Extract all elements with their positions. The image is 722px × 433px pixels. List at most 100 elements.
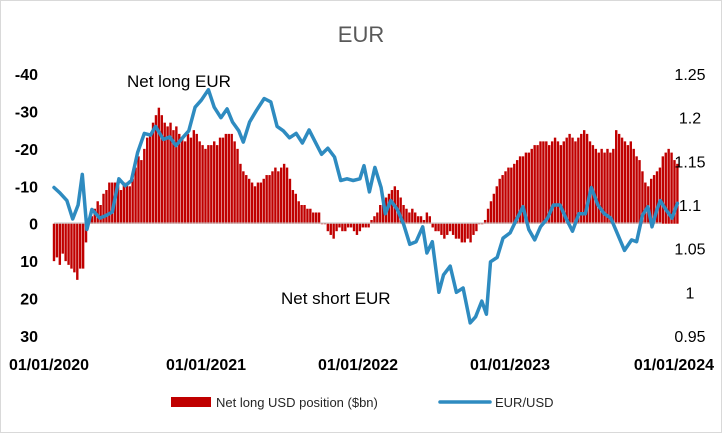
bar-53 — [207, 145, 210, 224]
bar-136 — [448, 223, 452, 232]
bar-154 — [501, 175, 504, 224]
left-tick-label: -40 — [15, 67, 38, 84]
bar-153 — [498, 178, 501, 224]
bar-80 — [285, 167, 289, 224]
right-tick-label: 1.05 — [674, 242, 705, 259]
bar-18 — [105, 190, 108, 224]
legend-line-label: EUR/USD — [495, 395, 554, 410]
bar-197 — [626, 145, 630, 224]
legend-bar-swatch — [171, 397, 211, 407]
bar-124 — [414, 212, 417, 224]
bar-146 — [478, 223, 481, 225]
bar-40 — [169, 122, 172, 224]
bar-38 — [163, 122, 166, 224]
bar-89 — [312, 212, 315, 224]
bar-173 — [556, 141, 560, 224]
bar-0 — [52, 223, 56, 262]
bar-185 — [591, 145, 595, 224]
bar-83 — [294, 193, 297, 224]
bar-199 — [632, 148, 635, 224]
bar-67 — [247, 178, 251, 224]
bar-100 — [344, 223, 347, 232]
bar-182 — [582, 130, 586, 224]
bar-188 — [600, 148, 603, 224]
bar-155 — [504, 171, 507, 224]
bar-135 — [446, 223, 449, 235]
x-tick-label: 01/01/2020 — [9, 357, 89, 374]
bar-163 — [527, 152, 531, 224]
bar-203 — [644, 182, 647, 224]
bar-205 — [649, 178, 653, 224]
bar-70 — [256, 182, 260, 224]
bar-66 — [245, 175, 248, 224]
bar-130 — [431, 223, 434, 228]
bar-202 — [641, 171, 644, 224]
bar-186 — [594, 148, 598, 224]
bar-158 — [513, 163, 516, 224]
bar-26 — [128, 186, 131, 224]
bar-120 — [402, 205, 405, 224]
bar-58 — [221, 137, 225, 224]
eurusd-line — [52, 87, 680, 325]
bar-105 — [358, 223, 362, 232]
bar-90 — [314, 212, 318, 224]
chart-title: EUR — [338, 22, 384, 47]
bar-78 — [280, 167, 283, 224]
bar-144 — [472, 223, 475, 235]
bar-149 — [486, 208, 490, 224]
left-tick-label: 0 — [29, 217, 38, 234]
bar-15 — [96, 201, 99, 224]
bar-74 — [268, 175, 271, 224]
bar-22 — [116, 186, 120, 224]
bar-51 — [201, 145, 204, 224]
bar-61 — [230, 133, 233, 224]
bar-164 — [530, 148, 533, 224]
bar-193 — [615, 130, 618, 224]
bar-7 — [73, 223, 76, 273]
bar-55 — [213, 141, 216, 224]
right-tick-label: 0.95 — [674, 329, 705, 346]
bar-94 — [326, 223, 330, 232]
bar-134 — [443, 223, 446, 239]
bar-series — [52, 107, 679, 280]
bar-3 — [61, 223, 64, 254]
bar-111 — [376, 212, 379, 224]
bar-176 — [565, 137, 568, 224]
bar-142 — [466, 223, 469, 239]
bar-10 — [81, 223, 85, 269]
bar-104 — [355, 223, 359, 235]
bar-119 — [399, 197, 402, 224]
bar-138 — [454, 223, 458, 239]
bar-113 — [381, 201, 385, 224]
bar-81 — [288, 178, 292, 224]
bar-103 — [352, 223, 356, 232]
left-tick-label: 10 — [20, 254, 38, 271]
bar-157 — [510, 167, 513, 224]
bar-179 — [574, 141, 577, 224]
bar-95 — [329, 223, 332, 235]
bar-20 — [111, 182, 114, 224]
right-tick-label: 1.2 — [679, 111, 701, 128]
bar-45 — [183, 141, 187, 224]
bar-181 — [580, 133, 583, 224]
bar-52 — [204, 148, 207, 224]
bar-184 — [588, 141, 592, 224]
bar-77 — [277, 171, 280, 224]
bar-206 — [652, 175, 656, 224]
bar-5 — [67, 223, 70, 265]
bar-183 — [585, 133, 589, 224]
bar-125 — [416, 216, 420, 224]
bar-148 — [483, 219, 487, 224]
bar-116 — [390, 190, 394, 224]
bar-150 — [489, 201, 493, 224]
bar-31 — [143, 148, 146, 224]
bar-47 — [189, 137, 193, 224]
bar-118 — [396, 190, 399, 224]
bar-156 — [507, 167, 510, 224]
bar-160 — [518, 156, 522, 224]
bar-132 — [437, 223, 440, 232]
bar-211 — [667, 148, 670, 224]
right-tick-label: 1 — [686, 285, 695, 302]
